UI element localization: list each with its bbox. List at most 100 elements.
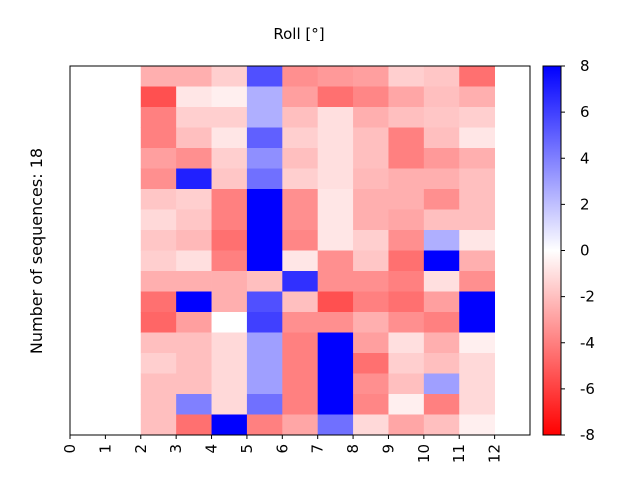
heatmap-cell-r5-c10 <box>423 168 460 190</box>
heatmap-cell-r7-c5 <box>246 209 283 231</box>
heatmap-cell-r10-c9 <box>388 271 425 292</box>
heatmap-cell-r4-c6 <box>282 148 319 169</box>
colorbar-tick-label: 2 <box>580 195 590 213</box>
heatmap-cell-r12-c5 <box>246 312 283 333</box>
x-tick-label: 7 <box>309 444 327 454</box>
heatmap-cell-r10-c8 <box>353 271 389 292</box>
heatmap-cell-r5-c3 <box>176 168 212 190</box>
heatmap-cell-r11-c9 <box>388 291 425 313</box>
heatmap-cell-r0-c5 <box>246 66 283 87</box>
heatmap-cell-r0-c11 <box>459 66 496 87</box>
colorbar-tick-label: 4 <box>580 149 590 167</box>
heatmap-cell-r10-c5 <box>246 271 283 292</box>
heatmap-cell-r12-c11 <box>459 312 496 333</box>
heatmap-cell-r1-c10 <box>423 86 460 108</box>
heatmap-cell-r5-c4 <box>211 168 248 190</box>
heatmap-cell-r14-c4 <box>211 353 248 374</box>
heatmap-cell-r17-c7 <box>317 414 354 436</box>
heatmap-cell-r4-c8 <box>353 148 389 169</box>
heatmap-cell-r12-c2 <box>140 312 177 333</box>
y-axis-label: Number of sequences: 18 <box>27 148 46 354</box>
heatmap-cell-r2-c11 <box>459 107 496 128</box>
heatmap-cell-r16-c7 <box>317 394 354 415</box>
heatmap-cell-r13-c6 <box>282 332 319 354</box>
x-axis-ticks: 0 1 2 3 4 5 6 7 8 9 10 11 12 <box>61 435 504 463</box>
heatmap-cell-r16-c4 <box>211 394 248 415</box>
heatmap-cell-r9-c5 <box>246 250 283 272</box>
colorbar-tick-label: -2 <box>580 288 595 306</box>
heatmap-cell-r17-c6 <box>282 414 319 436</box>
heatmap-cell-r8-c11 <box>459 230 496 251</box>
heatmap-cell-r0-c6 <box>282 66 319 87</box>
heatmap-cell-r17-c11 <box>459 414 496 436</box>
heatmap-cell-r11-c6 <box>282 291 319 313</box>
heatmap-cell-r6-c2 <box>140 189 177 210</box>
heatmap-cell-r15-c9 <box>388 373 425 395</box>
heatmap-cell-r9-c9 <box>388 250 425 272</box>
heatmap-cell-r13-c4 <box>211 332 248 354</box>
heatmap-cell-r1-c2 <box>140 86 177 108</box>
heatmap-cell-r0-c3 <box>176 66 212 87</box>
heatmap-cell-r11-c7 <box>317 291 354 313</box>
heatmap-cell-r16-c6 <box>282 394 319 415</box>
heatmap-cell-r10-c4 <box>211 271 248 292</box>
heatmap-cell-r8-c2 <box>140 230 177 251</box>
heatmap-cell-r3-c5 <box>246 127 283 149</box>
heatmap-cell-r5-c5 <box>246 168 283 190</box>
heatmap-cell-r10-c10 <box>423 271 460 292</box>
heatmap-cell-r12-c8 <box>353 312 389 333</box>
heatmap-cell-r15-c3 <box>176 373 212 395</box>
heatmap-cell-r14-c10 <box>423 353 460 374</box>
heatmap-cell-r3-c7 <box>317 127 354 149</box>
heatmap-cell-r13-c10 <box>423 332 460 354</box>
x-tick-label: 2 <box>132 444 150 454</box>
heatmap-cell-r11-c11 <box>459 291 496 313</box>
heatmap-cell-r3-c11 <box>459 127 496 149</box>
heatmap-cell-r15-c4 <box>211 373 248 395</box>
heatmap-cell-r8-c4 <box>211 230 248 251</box>
heatmap-cell-r15-c6 <box>282 373 319 395</box>
heatmap-cell-r0-c2 <box>140 66 177 87</box>
colorbar-tick-label: -6 <box>580 380 595 398</box>
heatmap-cell-r16-c3 <box>176 394 212 415</box>
heatmap-cell-r5-c7 <box>317 168 354 190</box>
heatmap-cell-r9-c11 <box>459 250 496 272</box>
heatmap-cell-r14-c9 <box>388 353 425 374</box>
heatmap-cell-r1-c9 <box>388 86 425 108</box>
heatmap-cell-r16-c2 <box>140 394 177 415</box>
heatmap-cell-r13-c11 <box>459 332 496 354</box>
heatmap-cell-r2-c2 <box>140 107 177 128</box>
heatmap-cell-r12-c4 <box>211 312 248 333</box>
colorbar-tick-label: -4 <box>580 334 595 352</box>
heatmap-cell-r12-c7 <box>317 312 354 333</box>
heatmap-cell-r16-c9 <box>388 394 425 415</box>
heatmap-cell-r12-c10 <box>423 312 460 333</box>
heatmap-cell-r2-c7 <box>317 107 354 128</box>
colorbar-ticks: 8 6 4 2 0 -2 -4 -6 -8 <box>561 57 595 444</box>
heatmap-cell-r7-c10 <box>423 209 460 231</box>
heatmap-cell-r4-c4 <box>211 148 248 169</box>
x-tick-label: 1 <box>96 444 114 454</box>
heatmap-cell-r11-c4 <box>211 291 248 313</box>
heatmap-cell-r6-c11 <box>459 189 496 210</box>
heatmap-cell-r10-c11 <box>459 271 496 292</box>
heatmap-cell-r16-c11 <box>459 394 496 415</box>
heatmap-cell-r1-c4 <box>211 86 248 108</box>
heatmap-cell-r0-c8 <box>353 66 389 87</box>
heatmap-cell-r5-c6 <box>282 168 319 190</box>
heatmap-cell-r7-c9 <box>388 209 425 231</box>
heatmap-cell-r12-c3 <box>176 312 212 333</box>
heatmap-cell-r6-c3 <box>176 189 212 210</box>
heatmap-cell-r16-c8 <box>353 394 389 415</box>
heatmap-cell-r3-c4 <box>211 127 248 149</box>
heatmap-cell-r2-c9 <box>388 107 425 128</box>
heatmap-cell-r10-c7 <box>317 271 354 292</box>
heatmap-cell-r0-c4 <box>211 66 248 87</box>
heatmap-cell-r15-c11 <box>459 373 496 395</box>
heatmap-cell-r5-c11 <box>459 168 496 190</box>
heatmap-cell-r4-c2 <box>140 148 177 169</box>
heatmap-cell-r6-c6 <box>282 189 319 210</box>
x-tick-label: 12 <box>486 444 504 463</box>
heatmap-cell-r7-c11 <box>459 209 496 231</box>
heatmap-cells <box>140 66 496 436</box>
